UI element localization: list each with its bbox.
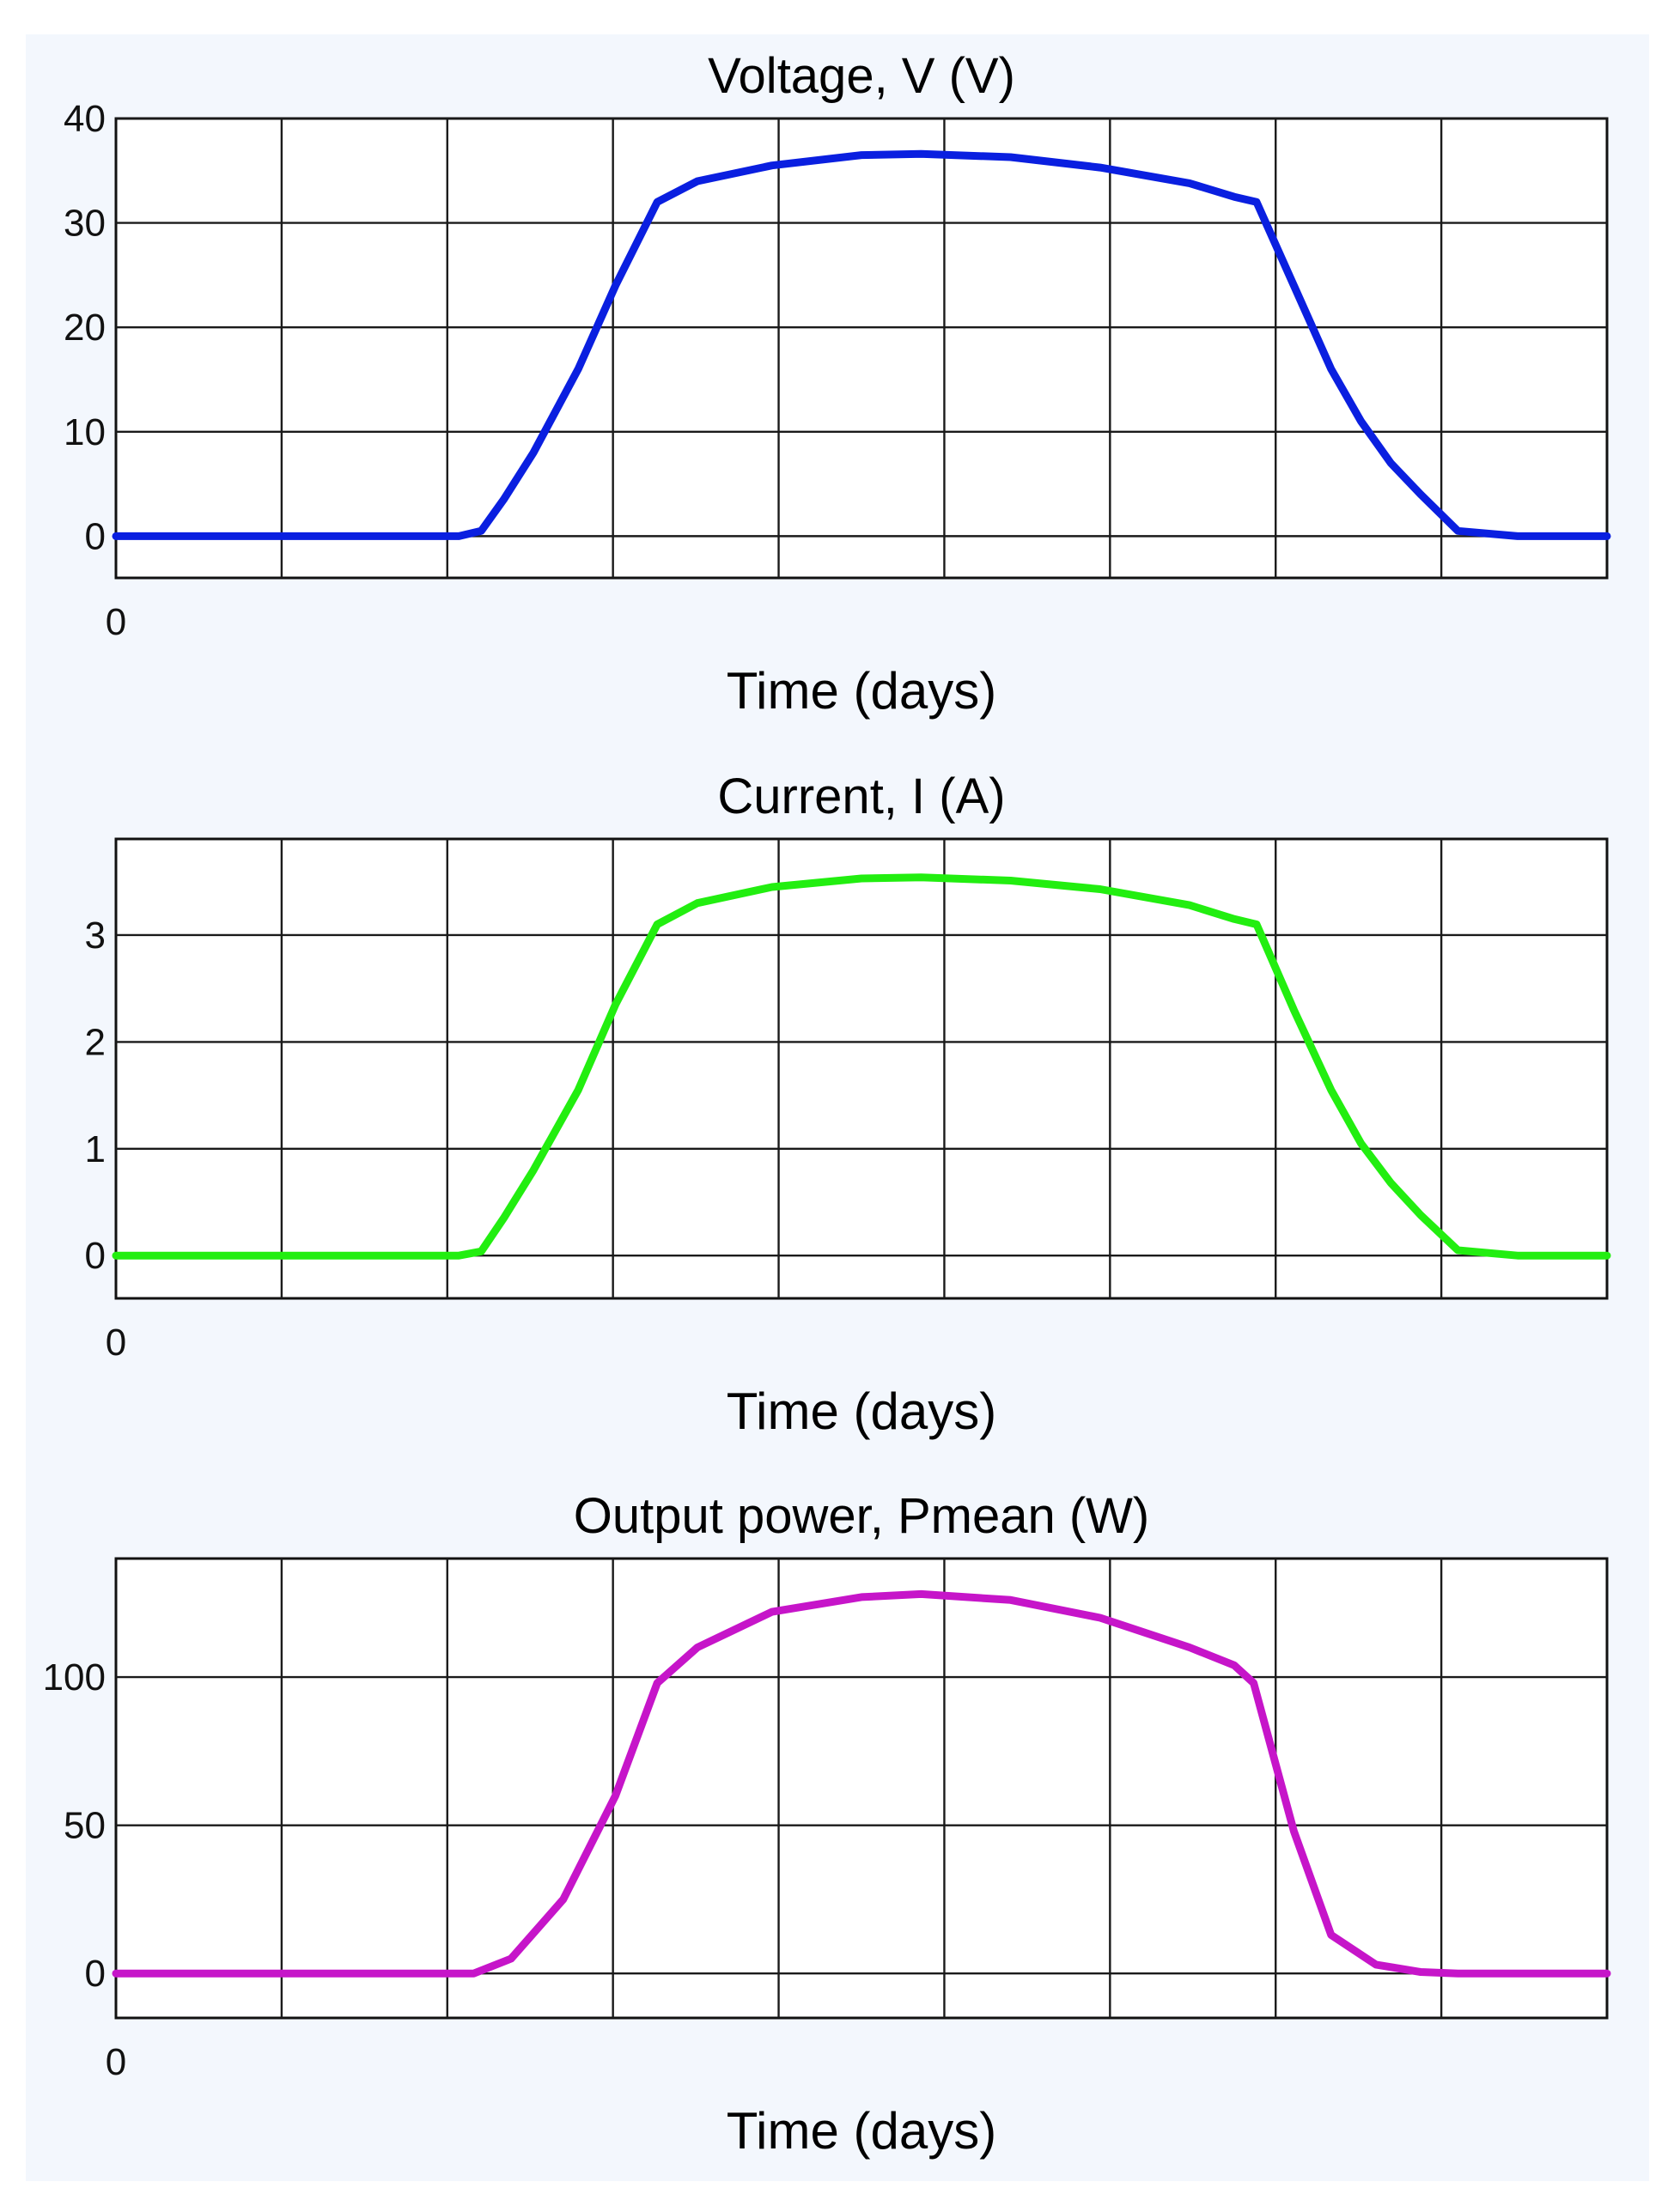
y-tick-label: 0 bbox=[85, 515, 106, 557]
plot-area bbox=[114, 1557, 1609, 2020]
y-tick-label: 40 bbox=[64, 98, 106, 140]
chart-1: 0 10 20 30 40 0 Voltage, V (V) Time (days) bbox=[64, 48, 1611, 720]
plot-area bbox=[114, 117, 1609, 580]
y-tick-label: 0 bbox=[85, 1235, 106, 1277]
x-axis-label: Time (days) bbox=[727, 1382, 996, 1440]
y-tick-label: 20 bbox=[64, 307, 106, 349]
y-tick-label: 50 bbox=[64, 1805, 106, 1847]
x-tick-label: 0 bbox=[106, 2041, 126, 2083]
y-tick-label: 30 bbox=[64, 203, 106, 245]
chart-3: 0 50 100 0 Output power, Pmean (W) Time (days… bbox=[43, 1488, 1611, 2160]
x-tick-label: 0 bbox=[106, 1322, 126, 1364]
y-tick-label: 0 bbox=[85, 1953, 106, 1995]
y-tick-label: 2 bbox=[85, 1021, 106, 1063]
chart-2: 0 1 2 3 0 Current, I (A) Time (days) bbox=[85, 769, 1611, 1440]
plot-area bbox=[114, 837, 1609, 1300]
series-line-1 bbox=[112, 873, 1611, 1260]
chart-title: Voltage, V (V) bbox=[708, 48, 1015, 104]
chart-title: Current, I (A) bbox=[717, 769, 1005, 824]
y-tick-label: 100 bbox=[43, 1656, 106, 1698]
x-axis-label: Time (days) bbox=[727, 662, 996, 720]
y-tick-label: 3 bbox=[85, 915, 106, 957]
series-line-1 bbox=[112, 149, 1611, 540]
chart-title: Output power, Pmean (W) bbox=[574, 1488, 1149, 1544]
y-tick-label: 10 bbox=[64, 411, 106, 453]
series-line-1 bbox=[112, 1589, 1611, 1978]
x-tick-label: 0 bbox=[106, 601, 126, 643]
x-axis-label: Time (days) bbox=[727, 2102, 996, 2160]
y-tick-label: 1 bbox=[85, 1128, 106, 1170]
